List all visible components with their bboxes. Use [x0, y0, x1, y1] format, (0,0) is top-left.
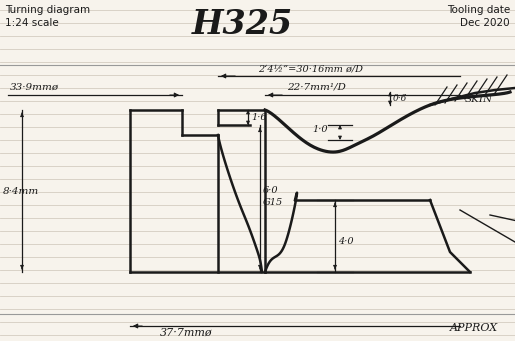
- Text: 22·7mm¹/D: 22·7mm¹/D: [287, 83, 346, 92]
- Text: 8·4mm: 8·4mm: [3, 187, 39, 195]
- Text: Tooling date: Tooling date: [447, 5, 510, 15]
- Text: 1·6: 1·6: [251, 113, 267, 122]
- Text: 0·6: 0·6: [393, 94, 407, 103]
- Text: 1:24 scale: 1:24 scale: [5, 18, 59, 28]
- Text: Dec 2020: Dec 2020: [460, 18, 510, 28]
- Text: 1·0: 1·0: [312, 125, 328, 134]
- Text: H325: H325: [192, 8, 293, 41]
- Text: 37·7mmø: 37·7mmø: [160, 328, 213, 338]
- Text: 4·0: 4·0: [338, 237, 354, 246]
- Text: SKIN: SKIN: [465, 95, 493, 104]
- Text: Turning diagram: Turning diagram: [5, 5, 90, 15]
- Text: 6·0: 6·0: [263, 186, 279, 195]
- Text: APPROX: APPROX: [450, 323, 498, 333]
- Text: 2‘4½”=30·16mm ø/D: 2‘4½”=30·16mm ø/D: [258, 64, 363, 73]
- Text: 33·9mmø: 33·9mmø: [10, 83, 59, 92]
- Text: G15: G15: [263, 198, 283, 207]
